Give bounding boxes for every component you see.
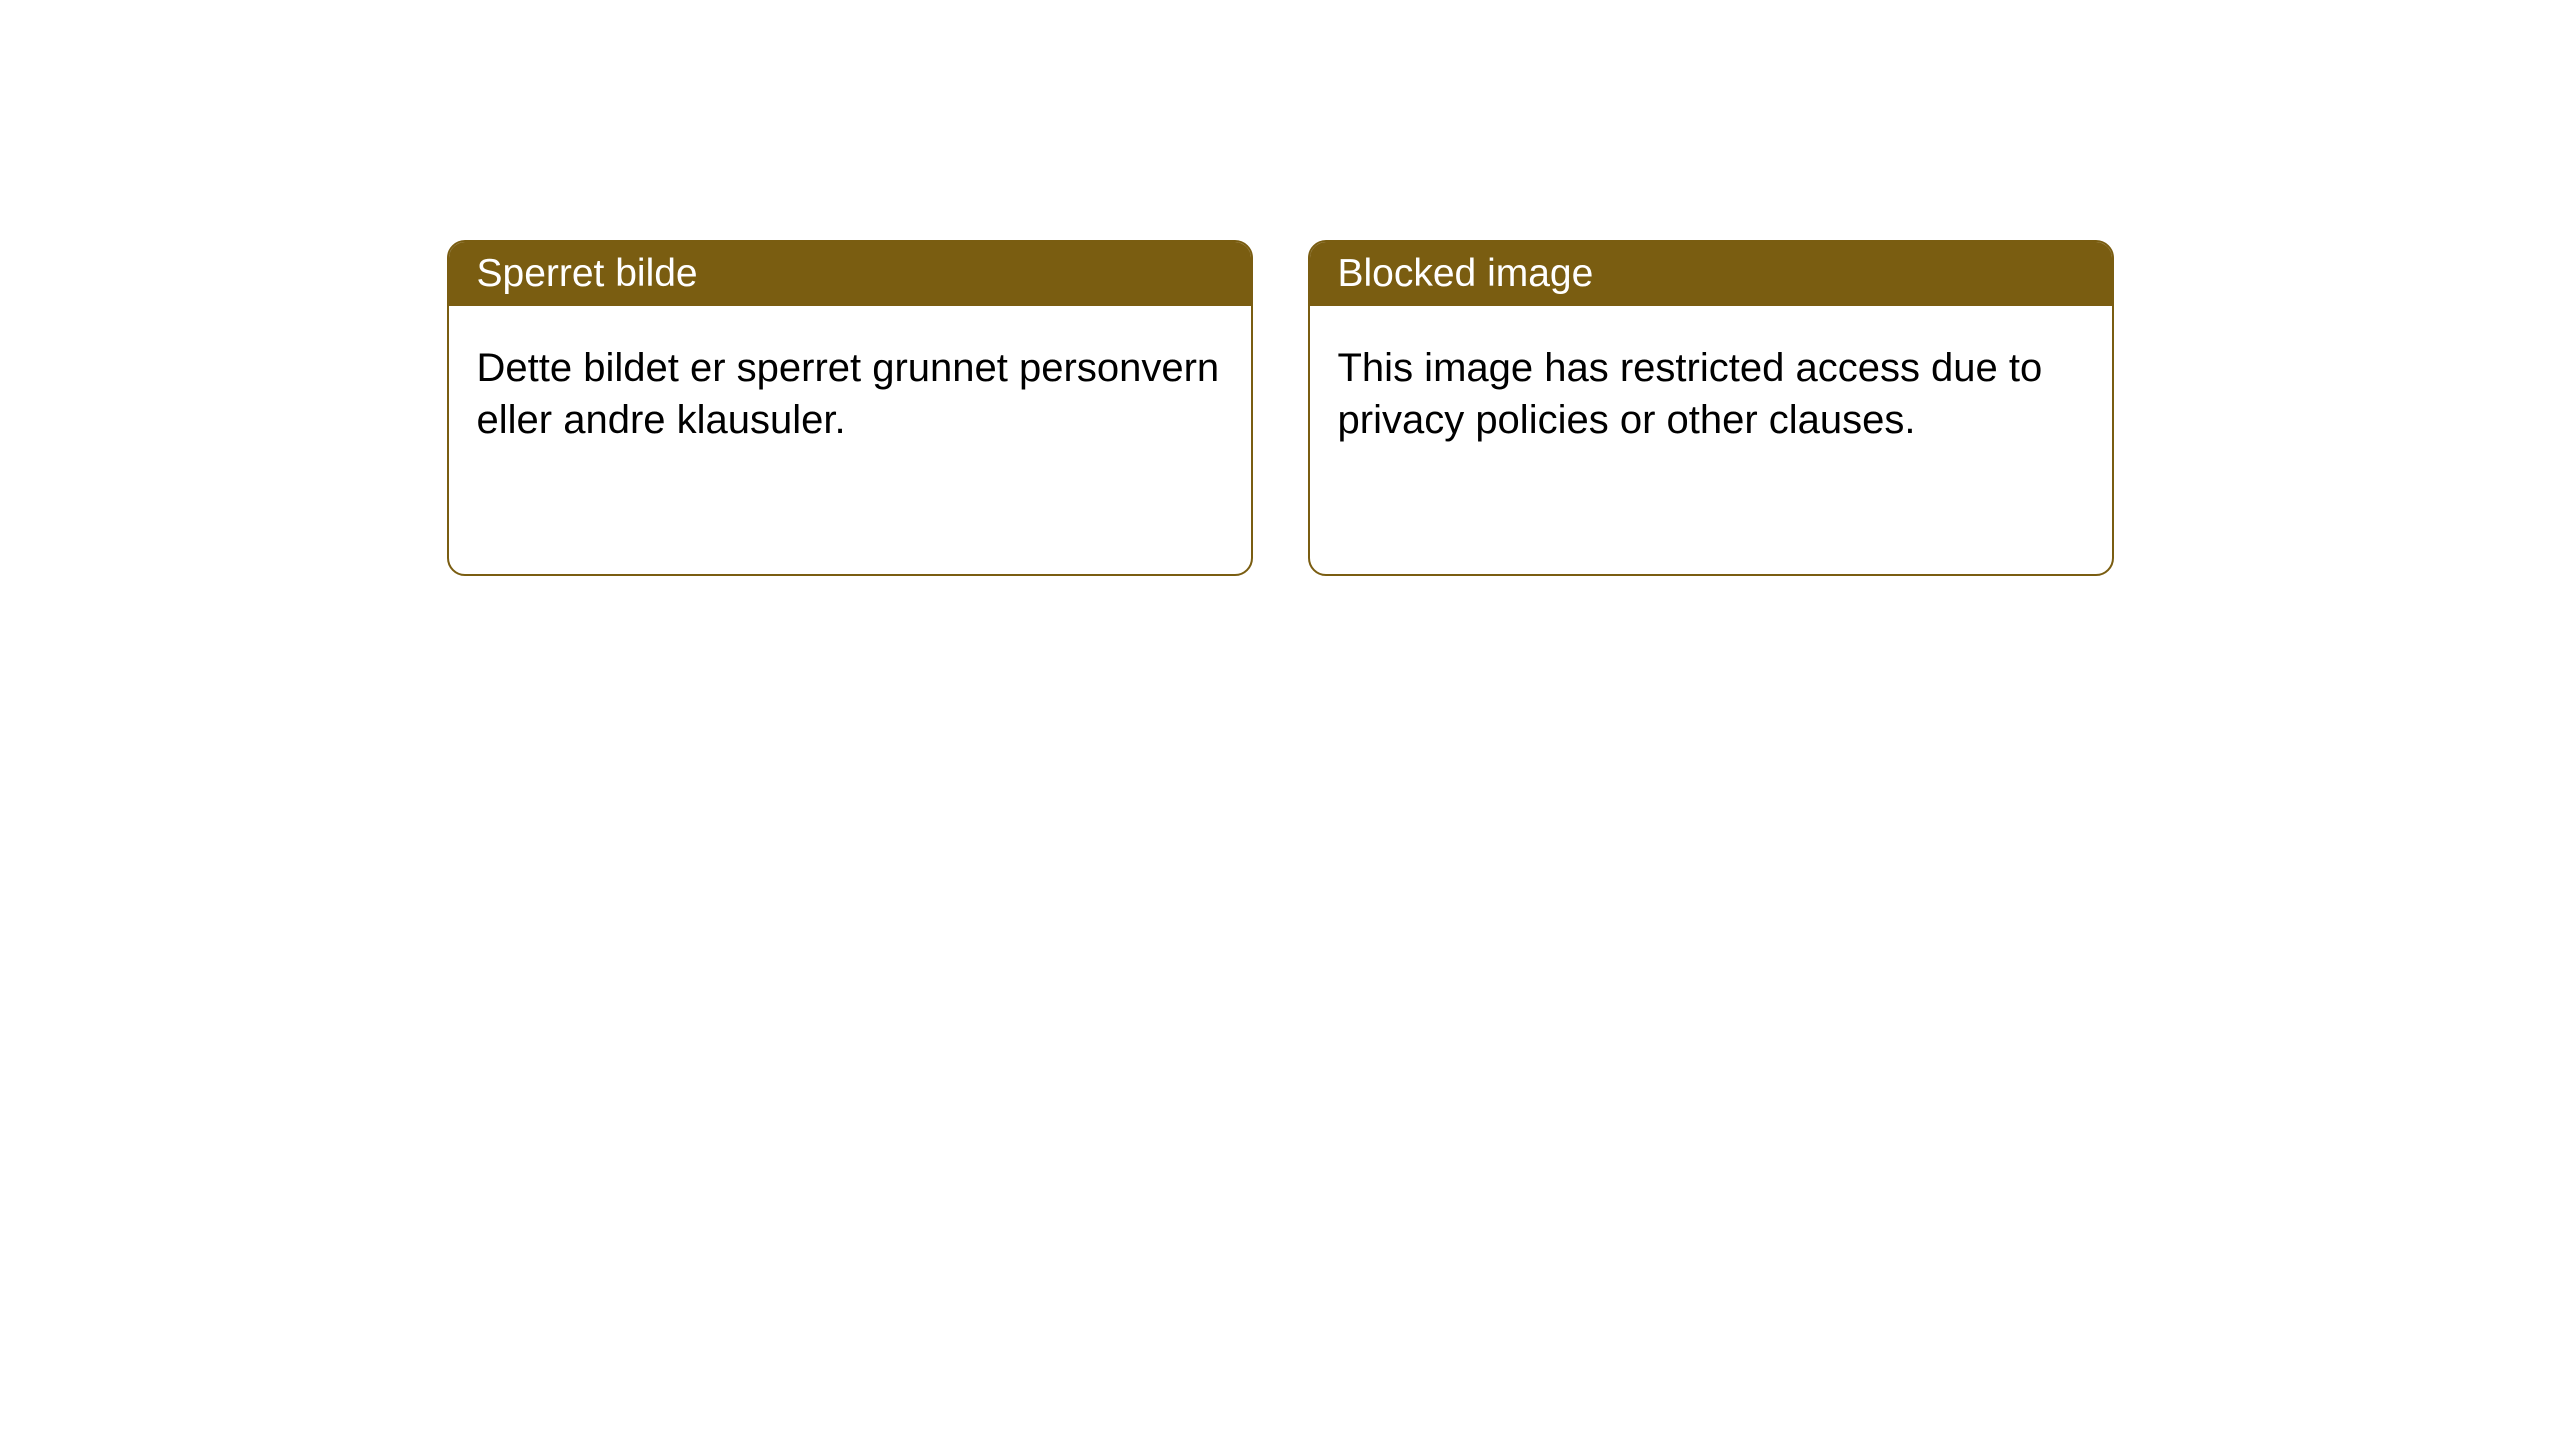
card-title-english: Blocked image (1338, 252, 1594, 295)
notice-card-english: Blocked image This image has restricted … (1308, 240, 2114, 576)
card-body-norwegian: Dette bildet er sperret grunnet personve… (449, 306, 1251, 482)
card-title-norwegian: Sperret bilde (477, 252, 698, 295)
card-body-text-english: This image has restricted access due to … (1338, 346, 2043, 442)
card-header-english: Blocked image (1310, 242, 2112, 306)
notice-card-norwegian: Sperret bilde Dette bildet er sperret gr… (447, 240, 1253, 576)
notice-card-container: Sperret bilde Dette bildet er sperret gr… (447, 240, 2114, 1440)
card-body-english: This image has restricted access due to … (1310, 306, 2112, 482)
card-header-norwegian: Sperret bilde (449, 242, 1251, 306)
card-body-text-norwegian: Dette bildet er sperret grunnet personve… (477, 346, 1220, 442)
